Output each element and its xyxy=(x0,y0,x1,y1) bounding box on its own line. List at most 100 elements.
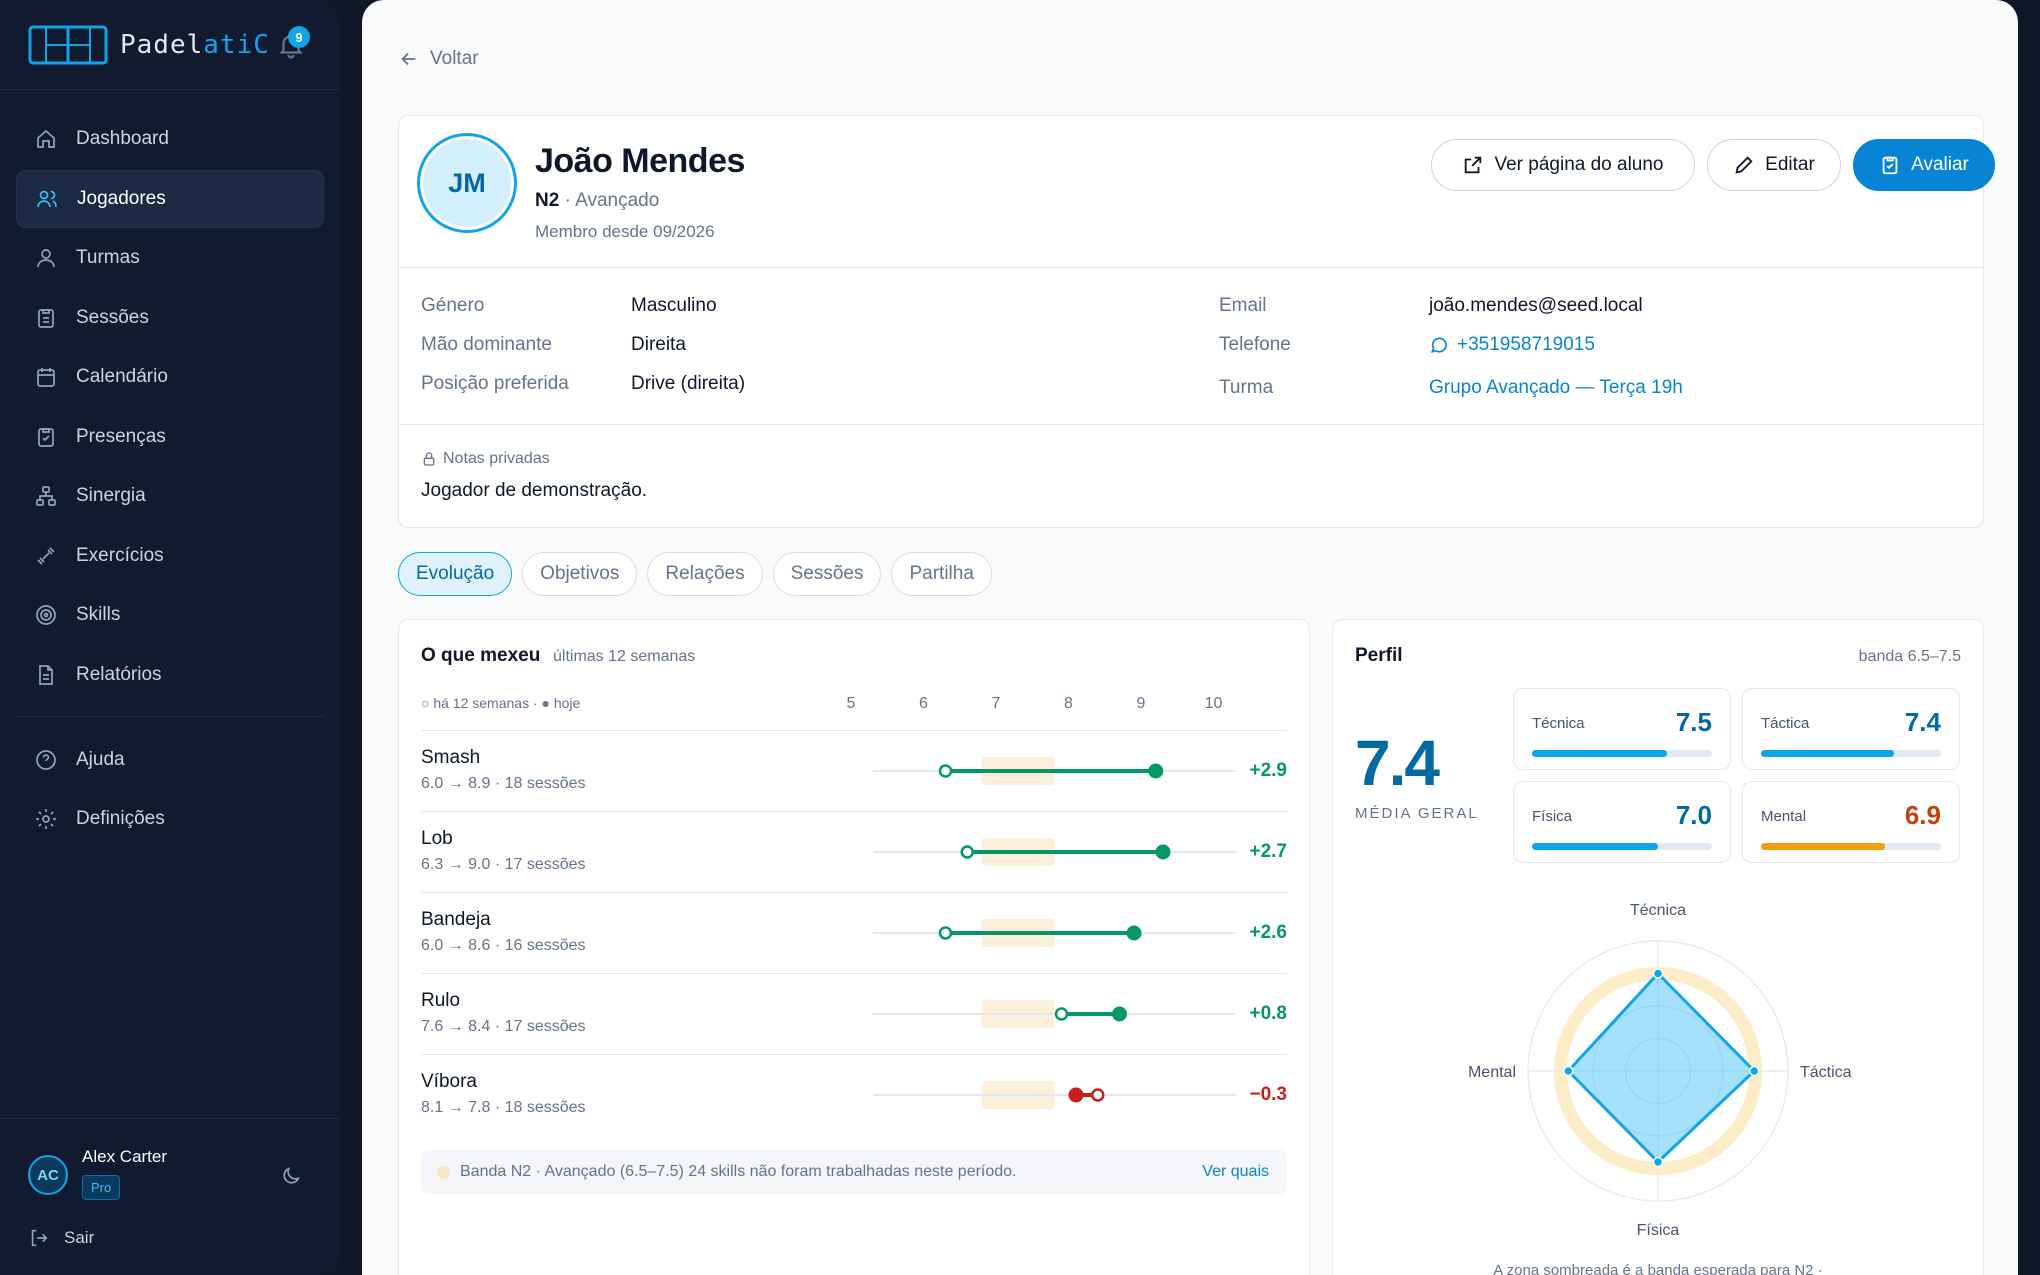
skill-row[interactable]: Smash 6.0 → 8.9 · 18 sessões +2.9 xyxy=(421,730,1287,811)
calendar-icon xyxy=(37,368,55,387)
score-value: 7.5 xyxy=(1675,707,1712,737)
score-label: Física xyxy=(1532,808,1573,825)
radar-point xyxy=(1563,1065,1574,1077)
skill-meta: 6.3 → 9.0 · 17 sessões xyxy=(421,856,586,873)
see-which-link[interactable]: Ver quais xyxy=(1202,1163,1269,1180)
axis-tick-label: 5 xyxy=(846,695,856,712)
member-since: Membro desde 09/2026 xyxy=(535,222,715,241)
email-label: Email xyxy=(1219,295,1267,316)
score-value: 7.0 xyxy=(1675,800,1712,830)
edit-button[interactable]: Editar xyxy=(1707,139,1841,191)
tab-evolução[interactable]: Evolução xyxy=(398,552,513,596)
sidebar-item-turmas[interactable]: Turmas xyxy=(16,229,324,287)
skill-name: Smash xyxy=(421,747,481,768)
skill-name: Víbora xyxy=(421,1071,477,1092)
skill-row[interactable]: Víbora 8.1 → 7.8 · 18 sessões −0.3 xyxy=(421,1054,1287,1135)
help-icon xyxy=(36,749,56,770)
sidebar-item-relatórios[interactable]: Relatórios xyxy=(16,646,324,704)
skill-row[interactable]: Bandeja 6.0 → 8.6 · 16 sessões +2.6 xyxy=(421,892,1287,973)
score-bar xyxy=(1532,843,1712,850)
user-icon xyxy=(37,249,55,268)
phone-link[interactable]: +351958719015 xyxy=(1429,334,1595,356)
axis-tick-label: 10 xyxy=(1204,695,1223,712)
player-avatar: JM xyxy=(417,133,517,233)
file-icon xyxy=(39,664,53,685)
user-avatar[interactable]: AC xyxy=(28,1155,68,1195)
tab-objetivos[interactable]: Objetivos xyxy=(522,552,638,596)
main-content: Voltar JM João Mendes N2 · Avançado Memb… xyxy=(362,0,2018,1275)
end-point xyxy=(1155,844,1171,860)
skill-row[interactable]: Lob 6.3 → 9.0 · 17 sessões +2.7 xyxy=(421,811,1287,892)
start-point xyxy=(938,926,953,940)
sidebar-item-sinergia[interactable]: Sinergia xyxy=(16,467,324,525)
radar-point xyxy=(1652,968,1664,979)
end-point xyxy=(1068,1087,1084,1103)
sidebar-item-jogadores[interactable]: Jogadores xyxy=(16,169,324,228)
gender-label: Género xyxy=(421,295,485,316)
score-label: Mental xyxy=(1761,808,1807,825)
lock-icon xyxy=(423,452,435,466)
sidebar-item-exercícios[interactable]: Exercícios xyxy=(16,527,324,585)
skill-name: Rulo xyxy=(421,990,461,1011)
whatsapp-icon xyxy=(1430,337,1447,353)
gender-value: Masculino xyxy=(631,295,717,316)
dumbbell-icon xyxy=(37,546,55,565)
radar-label-top: Técnica xyxy=(1630,902,1686,919)
network-icon xyxy=(36,486,56,506)
evolution-card: O que mexeu últimas 12 semanas ○ há 12 s… xyxy=(398,619,1310,1275)
average-label: MÉDIA GERAL xyxy=(1355,805,1479,822)
evaluate-button[interactable]: Avaliar xyxy=(1853,139,1995,191)
skill-name: Bandeja xyxy=(421,909,491,930)
sidebar-item-ajuda[interactable]: Ajuda xyxy=(16,731,324,789)
radar-label-left: Mental xyxy=(1468,1064,1516,1081)
score-card-táctica: Táctica 7.4 xyxy=(1742,688,1960,770)
end-point xyxy=(1126,925,1142,941)
sidebar-item-label: Ajuda xyxy=(76,748,125,770)
sidebar-item-sessões[interactable]: Sessões xyxy=(16,289,324,347)
sidebar-item-label: Relatórios xyxy=(76,663,162,685)
back-label: Voltar xyxy=(430,48,479,69)
sidebar-item-presenças[interactable]: Presenças xyxy=(16,408,324,466)
evolution-period: últimas 12 semanas xyxy=(553,648,696,665)
radar-caption: A zona sombreada é a banda esperada para… xyxy=(1493,1262,1823,1275)
skill-delta: +0.8 xyxy=(1249,1003,1287,1024)
back-link[interactable]: Voltar xyxy=(398,48,479,70)
brand: PadelatiC 9 xyxy=(0,0,340,90)
position-label: Posição preferida xyxy=(421,373,569,394)
sidebar-item-skills[interactable]: Skills xyxy=(16,586,324,644)
radar-label-right: Táctica xyxy=(1800,1064,1852,1081)
tab-relações[interactable]: Relações xyxy=(647,552,763,596)
evolution-legend: ○ há 12 semanas · ● hoje xyxy=(421,695,581,711)
padel-court-logo-icon xyxy=(28,25,108,64)
tab-partilha[interactable]: Partilha xyxy=(891,552,992,596)
tab-sessões[interactable]: Sessões xyxy=(772,552,882,596)
sidebar-item-label: Presenças xyxy=(76,425,166,447)
score-bar xyxy=(1761,843,1941,850)
group-link[interactable]: Grupo Avançado — Terça 19h xyxy=(1429,377,1683,398)
band-footer-text: Banda N2 · Avançado (6.5–7.5) 24 skills … xyxy=(460,1163,1017,1180)
axis-tick-label: 7 xyxy=(991,695,1001,712)
skill-row[interactable]: Rulo 7.6 → 8.4 · 17 sessões +0.8 xyxy=(421,973,1287,1054)
sidebar-item-calendário[interactable]: Calendário xyxy=(16,348,324,406)
arrow-left-icon xyxy=(401,52,416,66)
notes-label: Notas privadas xyxy=(421,450,550,468)
logout-button[interactable]: Sair xyxy=(28,1227,94,1249)
sidebar-item-dashboard[interactable]: Dashboard xyxy=(16,110,324,168)
start-point xyxy=(960,845,974,859)
score-bar-fill xyxy=(1532,843,1658,850)
group-label: Turma xyxy=(1219,377,1274,398)
view-student-page-button[interactable]: Ver página do aluno xyxy=(1431,139,1695,191)
moon-icon[interactable] xyxy=(280,1165,302,1187)
skill-range-chart xyxy=(873,1000,1236,1028)
hand-label: Mão dominante xyxy=(421,334,552,355)
score-card-mental: Mental 6.9 xyxy=(1742,781,1960,863)
sidebar-item-definições[interactable]: Definições xyxy=(16,790,324,848)
logout-icon xyxy=(31,1229,48,1247)
skill-meta: 7.6 → 8.4 · 17 sessões xyxy=(421,1018,586,1035)
position-value: Drive (direita) xyxy=(631,373,746,394)
skill-delta: −0.3 xyxy=(1249,1084,1287,1105)
skill-delta: +2.7 xyxy=(1249,841,1287,862)
sidebar-nav: Dashboard Jogadores Turmas Sessões Calendári… xyxy=(0,90,340,848)
profile-card: Perfil banda 6.5–7.5 7.4 MÉDIA GERAL Téc… xyxy=(1332,619,1984,1275)
score-label: Táctica xyxy=(1761,715,1810,732)
